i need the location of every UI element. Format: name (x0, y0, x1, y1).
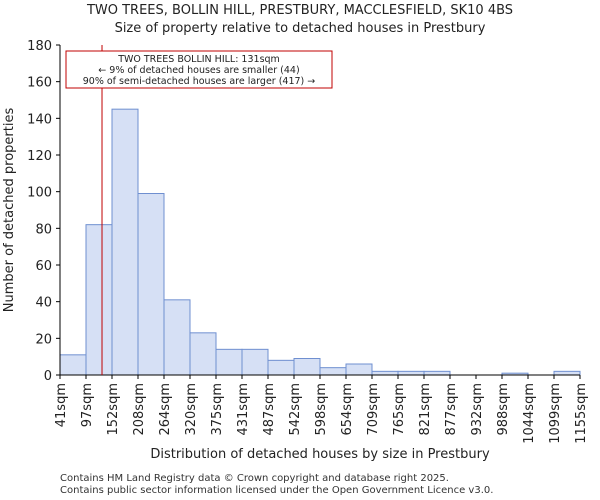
x-tick-label: 1099sqm (548, 383, 563, 444)
y-tick-label: 0 (44, 369, 52, 384)
x-tick-label: 542sqm (288, 383, 303, 436)
x-tick-label: 765sqm (392, 383, 407, 436)
y-tick-label: 80 (35, 222, 52, 237)
annotation-group: TWO TREES BOLLIN HILL: 131sqm← 9% of det… (65, 45, 333, 375)
x-tick-label: 598sqm (314, 383, 329, 436)
y-tick-label: 60 (35, 259, 52, 274)
x-tick-label: 932sqm (470, 383, 485, 436)
bar-487sqm (267, 359, 295, 376)
annotation-line-2: ← 9% of detached houses are smaller (44) (98, 65, 299, 76)
x-tick-label: 877sqm (444, 383, 459, 436)
x-tick-label: 1044sqm (522, 383, 537, 444)
x-tick-label: 1155sqm (574, 383, 589, 444)
bar-431sqm (241, 348, 269, 376)
x-tick-label: 97sqm (80, 383, 95, 427)
y-tick-label: 20 (35, 332, 52, 347)
footer-line-1: Contains HM Land Registry data © Crown c… (60, 473, 449, 484)
bars-group (59, 108, 581, 376)
bar-97sqm (85, 224, 113, 376)
bar-542sqm (293, 358, 321, 376)
bar-152sqm (111, 108, 139, 376)
x-tick-label: 821sqm (418, 383, 433, 436)
bar-709sqm (371, 370, 399, 376)
annotation-line-3: 90% of semi-detached houses are larger (… (83, 76, 316, 87)
y-tick-label: 40 (35, 296, 52, 311)
x-tick-label: 431sqm (236, 383, 251, 436)
bar-264sqm (163, 299, 191, 376)
y-tick-label: 180 (27, 39, 52, 54)
y-tick-label: 140 (27, 112, 52, 127)
y-tick-label: 160 (27, 76, 52, 91)
bar-41sqm (59, 354, 87, 376)
chart-subtitle: Size of property relative to detached ho… (114, 21, 486, 36)
x-tick-label: 709sqm (366, 383, 381, 436)
x-tick-label: 487sqm (262, 383, 277, 436)
x-tick-label: 152sqm (106, 383, 121, 436)
bar-208sqm (137, 193, 165, 376)
x-tick-label: 654sqm (340, 383, 355, 436)
chart-title: TWO TREES, BOLLIN HILL, PRESTBURY, MACCL… (86, 3, 514, 18)
y-axis-title: Number of detached properties (2, 108, 17, 313)
y-tick-label: 120 (27, 149, 52, 164)
annotation-box (65, 50, 333, 89)
x-tick-label: 41sqm (54, 383, 69, 427)
x-tick-label: 988sqm (496, 383, 511, 436)
axes-group: 0 20 40 60 80 100 120 140 160 180 41sqm 97sqm 152sqm… (2, 39, 589, 462)
bar-375sqm (215, 348, 243, 376)
x-tick-label: 320sqm (184, 383, 199, 436)
footer-line-2: Contains public sector information licen… (60, 485, 494, 496)
bar-598sqm (319, 367, 347, 376)
x-tick-label: 375sqm (210, 383, 225, 436)
bar-320sqm (189, 332, 217, 376)
bar-821sqm (423, 370, 451, 376)
x-axis-title: Distribution of detached houses by size … (150, 447, 490, 462)
x-tick-label: 208sqm (132, 383, 147, 436)
bar-1099sqm (553, 370, 581, 376)
annotation-line-1: TWO TREES BOLLIN HILL: 131sqm (117, 54, 280, 65)
x-tick-label: 264sqm (158, 383, 173, 436)
bar-765sqm (397, 370, 425, 376)
y-tick-label: 100 (27, 186, 52, 201)
bar-654sqm (345, 363, 373, 376)
